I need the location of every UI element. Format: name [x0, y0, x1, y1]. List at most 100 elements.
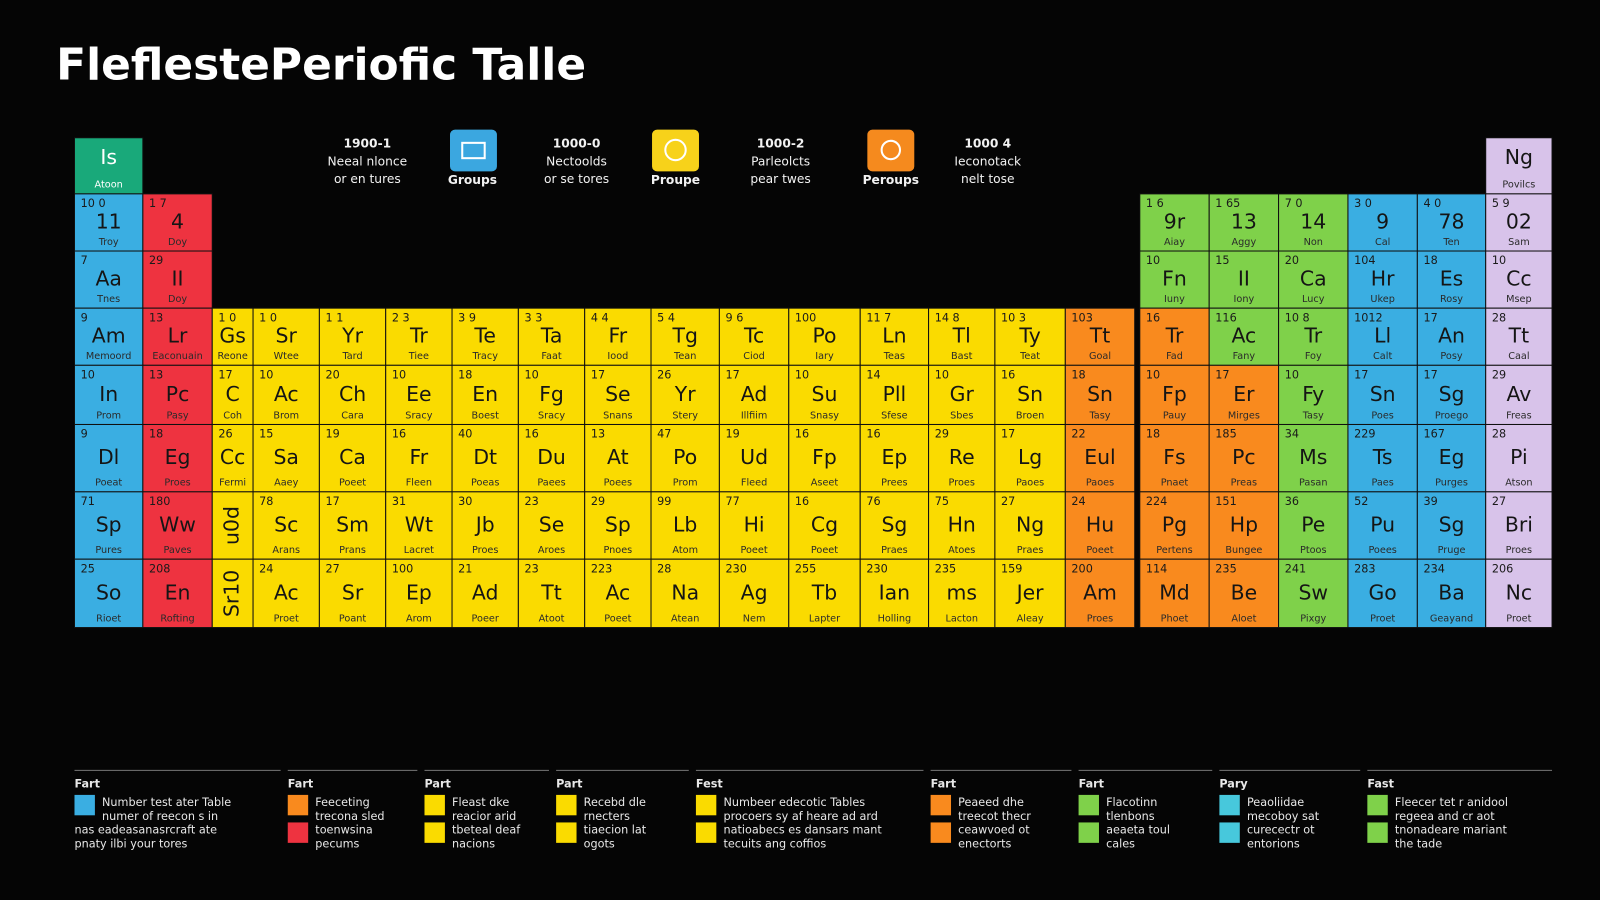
- cell-name: Goal: [1089, 351, 1111, 362]
- cell-number: 114: [1146, 562, 1167, 575]
- cell-name: Boest: [472, 410, 500, 421]
- cell-symbol: Hr: [1371, 267, 1395, 291]
- cell-name: Rioet: [96, 613, 121, 624]
- cell-bg: [1347, 250, 1418, 309]
- cell-symbol: Am: [1083, 580, 1117, 604]
- cell-bg: [1278, 491, 1349, 560]
- cell-bg: [318, 558, 387, 629]
- cell-name: Paoes: [1016, 478, 1044, 489]
- cell-number: 206: [1492, 562, 1513, 575]
- legend-text: toenwsina: [315, 824, 372, 837]
- cell-name: Lapter: [809, 613, 840, 624]
- cell-symbol: Du: [537, 445, 566, 469]
- cell-symbol: 13: [1231, 209, 1257, 233]
- cell-name: Non: [1304, 237, 1323, 248]
- legend-text: aeaeta toul: [1106, 824, 1170, 837]
- cell-name: Doy: [168, 237, 187, 248]
- cell-bg: [1347, 423, 1418, 493]
- cell-bg: [994, 364, 1066, 425]
- cell-name: Rofting: [160, 613, 194, 624]
- cell-symbol: Cc: [1506, 267, 1531, 291]
- cell-bg: [928, 491, 996, 560]
- cell-number: 17: [1423, 369, 1437, 382]
- legend-swatch: [287, 822, 309, 843]
- cell-symbol: Na: [671, 580, 699, 604]
- cell-name: Poeet: [604, 613, 631, 624]
- element-cell: 10 8Tr Foy: [1278, 307, 1349, 366]
- cell-symbol: Ad: [472, 580, 499, 604]
- cell-symbol: Sn: [1017, 382, 1043, 406]
- cell-number: 17: [591, 369, 605, 382]
- cell-name: Proes: [1506, 545, 1532, 556]
- element-cell: 3 0 9 Cal: [1347, 193, 1418, 252]
- cell-bg: [928, 307, 996, 366]
- cell-name: Lucy: [1302, 294, 1325, 305]
- cell-bg: [1485, 250, 1553, 309]
- cell-symbol: An: [1438, 324, 1465, 348]
- cell-symbol: Am: [92, 324, 126, 348]
- legend-text: natioabecs es dansars mant: [723, 824, 882, 837]
- cell-name: Memoord: [86, 351, 132, 362]
- cell-bg: [1347, 364, 1418, 425]
- cell-symbol: 14: [1300, 209, 1326, 233]
- cell-number: 2 3: [392, 311, 410, 324]
- cell-bg: [788, 364, 861, 425]
- cell-number: 16: [866, 428, 880, 441]
- cell-name: Poeat: [95, 478, 122, 489]
- cell-symbol: 78: [1439, 209, 1465, 233]
- cell-symbol: Nc: [1506, 580, 1532, 604]
- cell-symbol: Dl: [98, 445, 119, 469]
- cell-number: 28: [657, 562, 671, 575]
- cell-symbol: Er: [1233, 382, 1255, 406]
- cell-symbol: Sc: [274, 513, 298, 537]
- legend-text: Fleast dke: [452, 796, 509, 809]
- element-cell: 230 Ag Nem: [718, 558, 790, 629]
- legend-swatch: [556, 794, 577, 816]
- cell-number: 10: [935, 369, 949, 382]
- cell-number: 223: [591, 562, 612, 575]
- cell-number: 26: [657, 369, 671, 382]
- cell-symbol: 02: [1506, 209, 1532, 233]
- element-cell: 230 Ian Holling: [859, 558, 930, 629]
- cell-number: 1 0: [259, 311, 277, 324]
- cell-bg: [859, 423, 930, 493]
- cell-name: Aroes: [538, 545, 565, 556]
- cell-number: 9: [81, 428, 88, 441]
- cell-symbol: Ng: [1016, 513, 1044, 537]
- cell-symbol: Su: [812, 382, 838, 406]
- cell-name: Fad: [1166, 351, 1183, 362]
- cell-symbol: Eg: [1439, 445, 1465, 469]
- legend-text: nas eadeasanasrcraft ate: [74, 824, 217, 837]
- cell-bg: [73, 193, 144, 252]
- cell-bg: [650, 491, 720, 560]
- cell-name: Pnaet: [1161, 478, 1189, 489]
- element-cell: 17C Coh: [211, 364, 254, 425]
- element-cell: 5 902 Sam: [1485, 193, 1553, 252]
- cell-bg: [1139, 307, 1210, 366]
- cell-name: Aaey: [274, 478, 299, 489]
- legend-text: Numbeer edecotic Tables: [723, 796, 865, 809]
- element-cell: 235 Be Aloet: [1208, 558, 1280, 629]
- element-cell: 17 Er Mirges: [1208, 364, 1280, 425]
- cell-name: Faat: [541, 351, 562, 362]
- element-cell: 185 Pc Preas: [1208, 423, 1280, 493]
- cell-number: 10: [1146, 369, 1160, 382]
- cell-symbol: Is: [100, 145, 117, 169]
- cell-bg: [584, 491, 652, 560]
- legend-swatch: [1367, 794, 1388, 816]
- element-cell: 26 Cc Fermi: [211, 423, 254, 493]
- footer-heading: Part: [424, 778, 451, 791]
- cell-symbol: Gr: [950, 382, 975, 406]
- cell-name: Ukep: [1370, 294, 1394, 305]
- cell-bg: [1416, 423, 1487, 493]
- cell-name: Proes: [1087, 613, 1113, 624]
